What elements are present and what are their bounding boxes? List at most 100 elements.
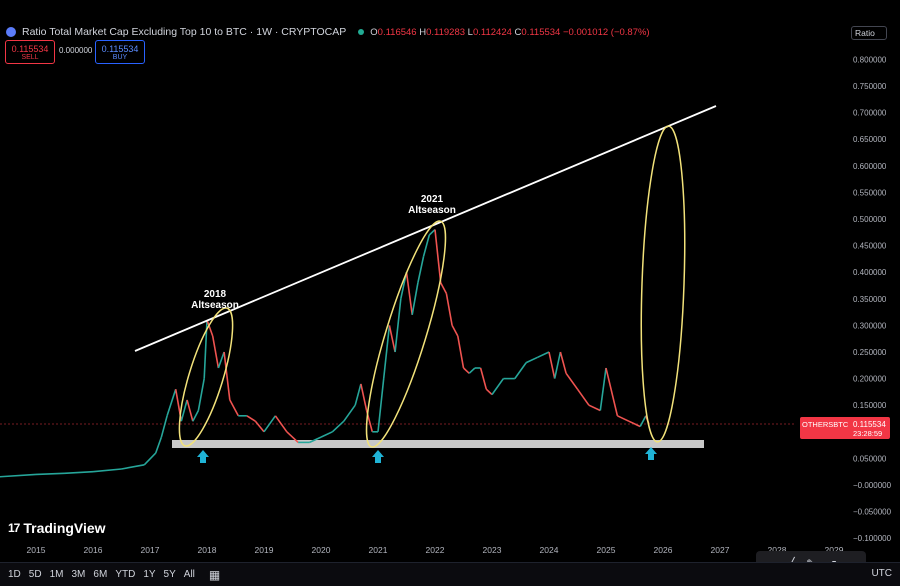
price-tag: OTHERSBTC 0.115534 23:28:59 <box>800 417 890 439</box>
range-ytd[interactable]: YTD <box>115 569 136 580</box>
x-tick-label: 2022 <box>426 545 445 555</box>
calendar-icon[interactable]: ▦ <box>208 567 221 582</box>
ellipse-2018 <box>178 307 234 447</box>
x-tick-label: 2024 <box>540 545 559 555</box>
price-segment <box>223 351 231 400</box>
range-1d[interactable]: 1D <box>8 569 21 580</box>
x-tick-label: 2017 <box>141 545 160 555</box>
price-segment <box>382 325 391 379</box>
y-tick-label: 0.700000 <box>853 109 887 118</box>
price-segment <box>377 378 385 432</box>
x-tick-label: 2026 <box>654 545 673 555</box>
price-segment <box>229 399 240 417</box>
x-tick-label: 2019 <box>255 545 274 555</box>
scale-mode-button[interactable]: Ratio <box>851 26 887 40</box>
support-band <box>172 440 704 448</box>
symbol-logo-icon <box>6 27 16 37</box>
price-segment <box>64 470 94 475</box>
x-tick-label: 2028 <box>768 545 787 555</box>
price-segment <box>143 452 157 466</box>
y-tick-label: −0.100000 <box>853 534 892 543</box>
price-segment <box>548 351 556 379</box>
y-tick-label: 0.350000 <box>853 295 887 304</box>
price-segment <box>405 272 413 315</box>
ohlc-values: O0.116546 H0.119283 L0.112424 C0.115534 … <box>370 26 650 38</box>
chart-header: Ratio Total Market Cap Excluding Top 10 … <box>6 26 650 38</box>
timezone[interactable]: UTC <box>871 568 892 579</box>
sell-label: SELL <box>21 53 39 61</box>
y-tick-label: 0.650000 <box>853 135 887 144</box>
annotation-2018-year: 2018 <box>204 289 227 300</box>
sell-button[interactable]: 0.115534 SELL <box>5 40 55 64</box>
x-tick-label: 2018 <box>198 545 217 555</box>
y-tick-label: 0.250000 <box>853 348 887 357</box>
price-segment <box>254 420 265 433</box>
price-segment <box>617 415 630 422</box>
price-segment <box>0 473 37 478</box>
price-segment <box>309 436 322 444</box>
resistance-trendline <box>134 105 717 352</box>
range-5y[interactable]: 5Y <box>163 569 176 580</box>
price-segment <box>599 367 607 411</box>
price-segment <box>576 388 590 406</box>
y-tick-label: 0.050000 <box>853 454 887 463</box>
price-segment <box>166 388 177 417</box>
price-segment <box>588 404 601 412</box>
price-segment <box>628 420 641 428</box>
range-5d[interactable]: 5D <box>28 569 42 580</box>
price-segment <box>92 468 122 473</box>
range-3m[interactable]: 3M <box>71 569 86 580</box>
y-tick-label: −0.000000 <box>853 481 892 490</box>
price-segment <box>180 399 188 422</box>
sell-price: 0.115534 <box>11 43 49 54</box>
price-segment <box>457 335 465 369</box>
range-6m[interactable]: 6M <box>93 569 108 580</box>
price-segment <box>422 234 431 257</box>
y-tick-label: 0.800000 <box>853 55 887 64</box>
y-tick-label: 0.150000 <box>853 401 887 410</box>
price-segment <box>417 256 425 283</box>
price-segment <box>154 436 163 454</box>
buy-label: BUY <box>112 53 128 61</box>
price-segment <box>263 415 277 433</box>
price-series <box>0 229 650 478</box>
x-tick-label: 2023 <box>483 545 502 555</box>
price-segment <box>35 472 65 476</box>
y-tick-label: 0.600000 <box>853 162 887 171</box>
price-segment <box>439 282 448 294</box>
price-segment <box>211 335 220 369</box>
y-tick-label: 0.200000 <box>853 375 887 384</box>
x-tick-label: 2015 <box>27 545 46 555</box>
price-segment <box>553 351 562 379</box>
range-1m[interactable]: 1M <box>49 569 64 580</box>
up-arrow-icon <box>372 450 384 463</box>
price-tag-symbol: OTHERSBTC <box>802 420 849 429</box>
price-segment <box>217 351 225 369</box>
annotation-2018-label: Altseason <box>191 300 239 311</box>
price-tag-countdown: 23:28:59 <box>853 429 882 438</box>
price-segment <box>197 378 205 411</box>
y-tick-label: 0.400000 <box>853 268 887 277</box>
price-segment <box>360 383 368 411</box>
price-segment <box>320 431 333 438</box>
x-tick-label: 2020 <box>312 545 331 555</box>
x-tick-label: 2016 <box>84 545 103 555</box>
x-tick-label: 2025 <box>597 545 616 555</box>
chart-title: Ratio Total Market Cap Excluding Top 10 … <box>22 26 347 38</box>
price-segment <box>192 410 200 422</box>
price-segment <box>274 415 288 433</box>
range-all[interactable]: All <box>183 569 195 580</box>
y-tick-label: 0.300000 <box>853 321 887 330</box>
buy-price: 0.115534 <box>101 43 139 54</box>
price-segment <box>537 351 550 359</box>
market-status-icon <box>358 29 365 35</box>
buy-button[interactable]: 0.115534 BUY <box>95 40 145 64</box>
price-segment <box>479 367 488 390</box>
price-segment <box>206 319 214 337</box>
range-1y[interactable]: 1Y <box>143 569 156 580</box>
price-segment <box>559 351 567 374</box>
price-segment <box>411 282 419 315</box>
x-axis: 2015 2016 2017 2018 2019 2020 2021 2022 2023 2024… <box>27 545 844 555</box>
y-tick-label: 0.750000 <box>853 82 887 91</box>
